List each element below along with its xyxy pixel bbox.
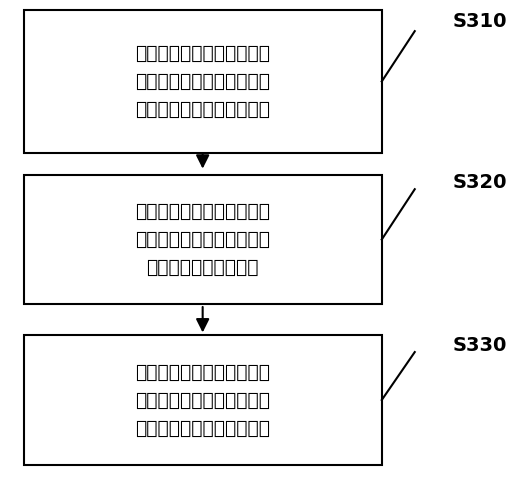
Text: S330: S330 [451, 336, 506, 355]
Text: 将各个补偿值分别乘以乘法
系数，通过数字增益补偿计
算各个补偿值对应的配置值: 将各个补偿值分别乘以乘法 系数，通过数字增益补偿计 算各个补偿值对应的配置值 [135, 363, 270, 437]
Text: S310: S310 [451, 12, 506, 31]
Text: 根据实际系数与理论系数比
较后的结果进行第二数值量
化处理，得到乘法系数: 根据实际系数与理论系数比 较后的结果进行第二数值量 化处理，得到乘法系数 [135, 202, 270, 277]
Text: 获取可变增益放大器的理论
系数和实际系数，及扩展位
数和模数转换编码位数之和: 获取可变增益放大器的理论 系数和实际系数，及扩展位 数和模数转换编码位数之和 [135, 44, 270, 119]
Text: S320: S320 [451, 173, 506, 193]
Bar [23, 10, 381, 153]
Bar [23, 175, 381, 304]
Bar [23, 335, 381, 465]
